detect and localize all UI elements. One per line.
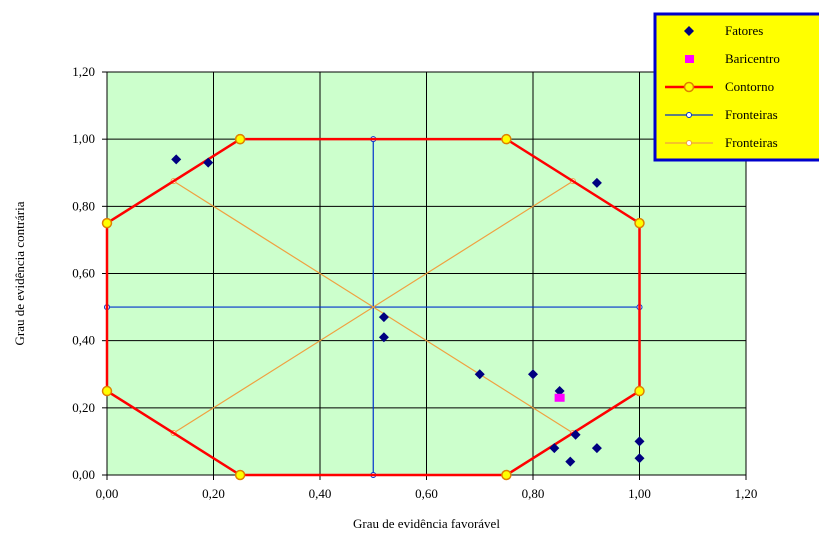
- fator-point: [554, 386, 565, 397]
- x-axis-title: Grau de evidência favorável: [353, 516, 500, 531]
- y-tick-label: 0,00: [72, 467, 95, 482]
- legend-entry: Fatores: [684, 23, 763, 38]
- x-tick-label: 0,40: [309, 486, 332, 501]
- fator-point: [634, 436, 645, 447]
- fator-point: [565, 456, 576, 467]
- fator-point: [591, 443, 602, 454]
- tick-labels: 0,00 0,20 0,40 0,60 0,80 1,00 1,20 0,00 0,20 0,40…: [72, 64, 757, 501]
- x-tick-label: 0,80: [522, 486, 545, 501]
- legend-entry: Fronteiras: [665, 135, 778, 150]
- legend-entry: Baricentro: [685, 51, 780, 66]
- fator-point: [378, 312, 389, 323]
- contorno-point: [501, 133, 512, 145]
- legend-marker-circle: [683, 81, 695, 93]
- contorno-point: [634, 217, 645, 229]
- x-tick-label: 1,00: [628, 486, 651, 501]
- contorno-point: [101, 217, 113, 229]
- contorno-point: [634, 385, 645, 397]
- fator-point: [549, 443, 560, 454]
- x-tick-label: 0,00: [96, 486, 119, 501]
- y-tick-label: 0,60: [72, 266, 95, 281]
- contorno-point: [501, 469, 512, 481]
- fator-point: [171, 154, 182, 165]
- y-tick-label: 0,20: [72, 400, 95, 415]
- fator-point: [634, 453, 645, 464]
- legend-label: Fatores: [725, 23, 763, 38]
- legend-label: Contorno: [725, 79, 774, 94]
- legend-label: Fronteiras: [725, 135, 778, 150]
- y-tick-label: 1,00: [72, 131, 95, 146]
- legend-label: Baricentro: [725, 51, 780, 66]
- y-tick-label: 1,20: [72, 64, 95, 79]
- contorno-point: [101, 385, 113, 397]
- legend-label: Fronteiras: [725, 107, 778, 122]
- baricentro-series: [554, 393, 565, 402]
- y-tick-label: 0,80: [72, 198, 95, 213]
- y-axis-title: Grau de evidência contrária: [12, 201, 27, 345]
- x-tick-label: 0,60: [415, 486, 438, 501]
- legend-box: [653, 12, 819, 162]
- legend: Fatores Baricentro Contorno Fronteiras Front…: [653, 12, 819, 162]
- legend-entry: Contorno: [665, 79, 774, 94]
- x-tick-label: 0,20: [202, 486, 225, 501]
- fator-point: [528, 369, 538, 380]
- y-tick-label: 0,40: [72, 333, 95, 348]
- fator-point: [378, 332, 389, 343]
- legend-marker-square: [685, 55, 694, 63]
- fator-point: [203, 157, 214, 168]
- legend-marker-diamond: [684, 26, 694, 36]
- fator-point: [474, 369, 485, 380]
- contorno-point: [234, 469, 246, 481]
- fatores-series: [171, 154, 645, 467]
- fator-point: [570, 429, 581, 440]
- contorno-point: [234, 133, 246, 145]
- x-tick-label: 1,20: [735, 486, 758, 501]
- legend-entry: Fronteiras: [665, 107, 778, 122]
- fator-point: [591, 177, 602, 188]
- baricentro-point: [554, 393, 565, 402]
- series-layer: [101, 133, 645, 481]
- boundary-line: [173, 180, 574, 434]
- legend-marker-small-circle: [686, 112, 692, 118]
- contorno-series: [101, 133, 645, 481]
- legend-marker-small-circle: [686, 140, 692, 146]
